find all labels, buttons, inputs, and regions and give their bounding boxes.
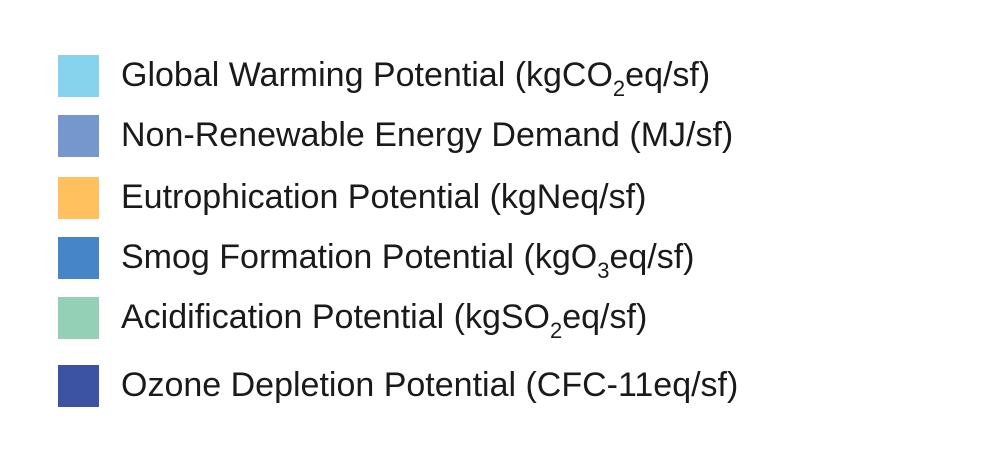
legend-item-global-warming: Global Warming Potential (kgCO2eq/sf) xyxy=(58,55,958,101)
legend-label-ozone-depletion: Ozone Depletion Potential (CFC-11eq/sf) xyxy=(121,366,739,404)
legend-swatch-ozone-depletion xyxy=(58,365,99,407)
legend-swatch-acidification xyxy=(58,297,99,339)
legend-label-global-warming: Global Warming Potential (kgCO2eq/sf) xyxy=(121,56,711,101)
legend-label-acidification: Acidification Potential (kgSO2eq/sf) xyxy=(121,298,648,343)
legend-label-smog-formation: Smog Formation Potential (kgO3eq/sf) xyxy=(121,238,695,283)
legend-label-non-renewable-energy: Non-Renewable Energy Demand (MJ/sf) xyxy=(121,116,734,154)
legend-item-acidification: Acidification Potential (kgSO2eq/sf) xyxy=(58,297,958,343)
legend-item-eutrophication: Eutrophication Potential (kgNeq/sf) xyxy=(58,177,958,219)
legend-item-non-renewable-energy: Non-Renewable Energy Demand (MJ/sf) xyxy=(58,115,958,157)
legend-swatch-eutrophication xyxy=(58,177,99,219)
legend-swatch-smog-formation xyxy=(58,237,99,279)
legend-swatch-global-warming xyxy=(58,55,99,97)
legend-swatch-non-renewable-energy xyxy=(58,115,99,157)
legend-label-eutrophication: Eutrophication Potential (kgNeq/sf) xyxy=(121,178,647,216)
legend-item-smog-formation: Smog Formation Potential (kgO3eq/sf) xyxy=(58,237,958,283)
legend-item-ozone-depletion: Ozone Depletion Potential (CFC-11eq/sf) xyxy=(58,365,958,407)
